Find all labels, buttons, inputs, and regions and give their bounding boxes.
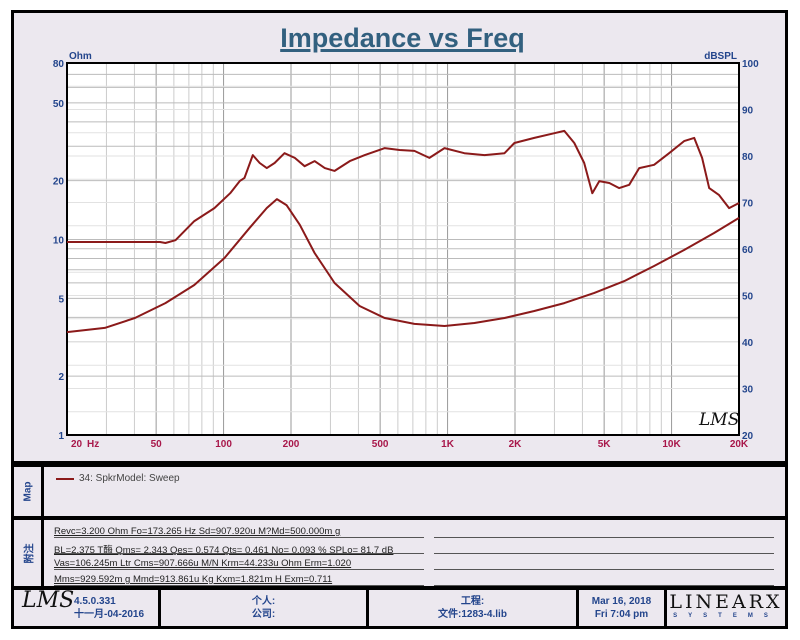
x-tick-label: 20 <box>71 439 83 450</box>
time: Fri 7:04 pm <box>594 609 649 620</box>
note-line: BL=2.375 T酶 Qms= 2.343 Qes= 0.574 Qts= 0… <box>54 545 394 556</box>
notes-panel: 附注 Revc=3.200 Ohm Fo=173.265 Hz Sd=907.9… <box>11 517 788 589</box>
spl-curve <box>67 129 740 244</box>
note-line: Revc=3.200 Ohm Fo=173.265 Hz Sd=907.920u… <box>54 526 341 537</box>
date: Mar 16, 2018 <box>591 596 652 607</box>
footer-owner-cell: 个人: 公司: <box>161 590 369 626</box>
impedance-curve <box>66 198 740 334</box>
chart-title: Impedance vs Freq <box>280 23 525 53</box>
y2-tick-label: 90 <box>742 106 754 117</box>
y2-tick-label: 40 <box>742 338 754 349</box>
version: 4.5.0.331 <box>74 596 116 607</box>
x-tick-label: 1K <box>441 439 455 450</box>
y-tick-label: 2 <box>58 372 64 383</box>
y-tick-label: 50 <box>53 99 65 110</box>
note-line: Mms=929.592m g Mmd=913.861u Kg Kxm=1.821… <box>54 574 333 585</box>
y-tick-label: 10 <box>53 236 65 247</box>
file-label: 文件:1283-4.lib <box>438 609 507 620</box>
lms-watermark: LMS <box>698 410 739 430</box>
legend-entry: 34: SpkrModel: Sweep <box>56 473 180 484</box>
x-tick-label: 2K <box>509 439 523 450</box>
y2-tick-label: 100 <box>742 59 759 70</box>
person-label: 个人: <box>251 596 276 607</box>
y2-axis-label: dBSPL <box>704 51 737 62</box>
x-tick-label: 100 <box>215 439 232 450</box>
brand-name: LINEARX <box>669 591 783 613</box>
brand-sub: SYSTEMS <box>673 613 779 619</box>
legend-entry-label: 34: SpkrModel: Sweep <box>79 473 180 484</box>
x-tick-label: 200 <box>283 439 300 450</box>
legend-swatch <box>56 477 74 480</box>
legend-side-label: Map <box>22 481 33 502</box>
footer-date-cell: Mar 16, 2018 Fri 7:04 pm <box>579 590 667 626</box>
company-label: 公司: <box>251 609 276 620</box>
footer-version-cell: LMS 4.5.0.331 十一月-04-2016 <box>14 590 161 626</box>
y-tick-label: 80 <box>53 59 65 70</box>
lms-logo: LMS <box>22 588 75 613</box>
x-tick-label: 5K <box>598 439 612 450</box>
notes-side-label: 附注 <box>24 543 35 563</box>
x-tick-label: 20K <box>730 439 749 450</box>
y2-tick-label: 80 <box>742 152 754 163</box>
linearx-logo: LINEARX SYSTEMS <box>667 590 785 626</box>
x-tick-label: 10K <box>662 439 681 450</box>
y-tick-label: 20 <box>53 177 65 188</box>
chart-plot: 20 50 100 200 500 1K 2K 5K 10K 20K Hz 80 50 20 10 5 2 1 10… <box>53 51 759 450</box>
x-tick-label: 500 <box>372 439 389 450</box>
legend-panel: Map 34: SpkrModel: Sweep <box>11 464 788 519</box>
build-date: 十一月-04-2016 <box>74 609 145 620</box>
chart-panel: Impedance vs Freq 20 50 100 200 500 1K 2K 5K 10K… <box>11 10 788 464</box>
x-axis-unit: Hz <box>87 439 99 450</box>
y-tick-label: 1 <box>58 431 64 442</box>
x-tick-label: 50 <box>151 439 163 450</box>
y2-tick-label: 30 <box>742 385 754 396</box>
note-line: Vas=106.245m Ltr Cms=907.666u M/N Krm=44… <box>54 558 352 569</box>
y2-tick-label: 70 <box>742 199 754 210</box>
y-axis-label: Ohm <box>69 51 92 62</box>
plot-border <box>66 62 740 436</box>
y-tick-label: 5 <box>58 294 64 305</box>
project-label: 工程: <box>460 596 485 607</box>
footer-panel: LMS 4.5.0.331 十一月-04-2016 个人: 公司: 工程: 文件… <box>11 587 788 629</box>
footer-project-cell: 工程: 文件:1283-4.lib <box>369 590 579 626</box>
y2-tick-label: 20 <box>742 431 754 442</box>
y2-tick-label: 60 <box>742 245 754 256</box>
y2-tick-label: 50 <box>742 292 754 303</box>
